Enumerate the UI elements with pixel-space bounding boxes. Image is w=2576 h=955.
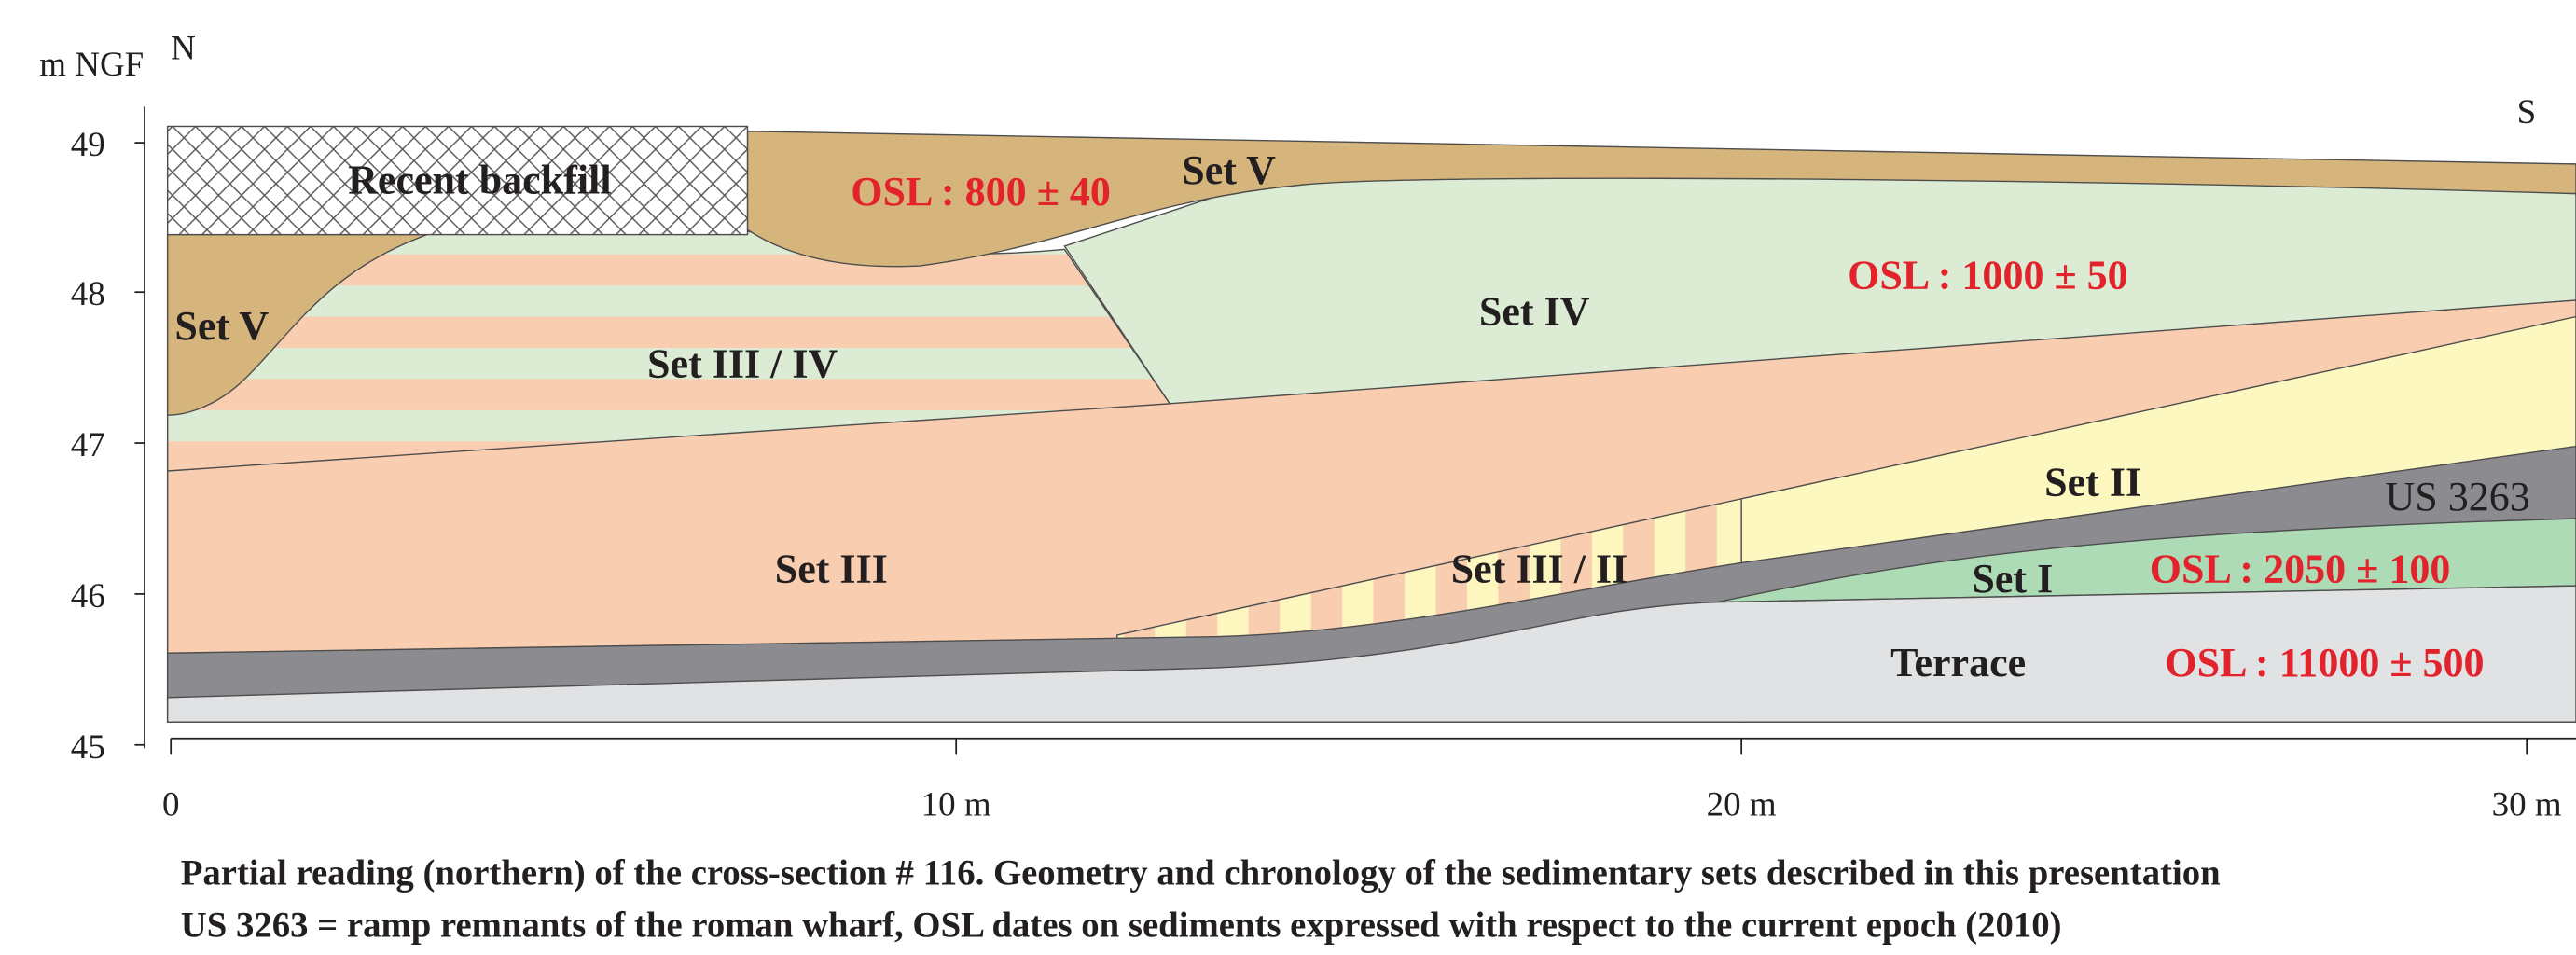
layer-label: Set III — [775, 547, 888, 592]
cross-section: m NGF N S 49 48 47 46 45 0 10 m 20 m 30 … — [0, 0, 2576, 955]
layer-label: Set V — [174, 303, 269, 349]
y-tick-label: 48 — [71, 274, 105, 312]
osl-date: OSL : 11000 ± 500 — [2165, 640, 2484, 685]
page: m NGF N S 49 48 47 46 45 0 10 m 20 m 30 … — [0, 0, 2576, 955]
south-label: S — [2517, 92, 2537, 131]
x-tick-label: 0 — [162, 784, 179, 823]
layer-label: Set III / II — [1451, 547, 1628, 592]
osl-date: OSL : 800 ± 40 — [851, 169, 1111, 215]
layer-label: Terrace — [1890, 640, 2026, 685]
y-tick-label: 47 — [71, 425, 105, 464]
north-label: N — [171, 28, 196, 66]
caption-line: Partial reading (northern) of the cross-… — [181, 852, 2221, 893]
y-unit: m NGF — [39, 45, 144, 83]
layer-label: Recent backfill — [348, 158, 611, 203]
y-ticks — [134, 143, 145, 745]
y-tick-label: 49 — [71, 125, 105, 163]
y-tick-label: 45 — [71, 727, 105, 766]
x-tick-label: 30 m — [2492, 784, 2562, 823]
layer-label: Set III / IV — [647, 341, 838, 387]
osl-date: OSL : 2050 ± 100 — [2150, 547, 2451, 592]
x-ticks — [171, 739, 2527, 755]
layer-label: Set II — [2044, 459, 2141, 505]
layer-label: Set IV — [1479, 288, 1590, 334]
y-tick-label: 46 — [71, 576, 105, 615]
layer-label: Set V — [1182, 147, 1276, 193]
layer-label: Set I — [1972, 556, 2053, 602]
layer-label: US 3263 — [2386, 474, 2530, 519]
osl-date: OSL : 1000 ± 50 — [1848, 253, 2128, 298]
x-tick-label: 20 m — [1707, 784, 1777, 823]
caption-line: US 3263 = ramp remnants of the roman wha… — [181, 906, 2062, 946]
x-tick-label: 10 m — [921, 784, 991, 823]
